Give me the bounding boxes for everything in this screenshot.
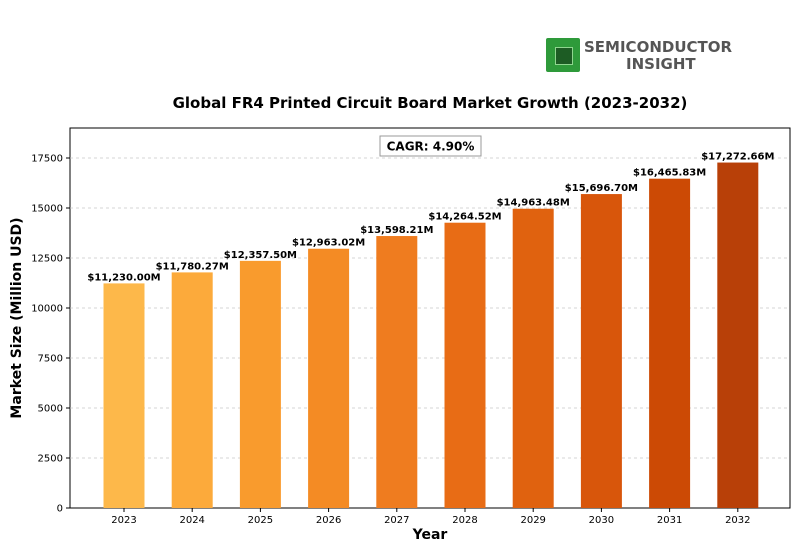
chip-icon (546, 38, 580, 72)
data-label-2025: $12,357.50M (224, 250, 297, 261)
bars (103, 162, 759, 509)
y-tick-label: 7500 (38, 354, 63, 365)
bar-2024 (171, 272, 213, 508)
y-tick-label: 2500 (38, 454, 63, 465)
bar-2032 (717, 162, 759, 508)
y-axis-ticks: 0 2500 5000 7500 10000 12500 15000 17500 (31, 154, 70, 515)
data-labels: $11,230.00M$11,780.27M$12,357.50M$12,963… (87, 152, 774, 284)
data-label-2029: $14,963.48M (497, 198, 570, 209)
y-axis-title: Market Size (Million USD) (9, 217, 25, 418)
data-label-2027: $13,598.21M (360, 225, 433, 236)
bar-2023 (103, 283, 145, 508)
data-label-2031: $16,465.83M (633, 168, 706, 179)
x-tick-label: 2031 (657, 515, 682, 526)
y-tick-label: 17500 (31, 154, 63, 165)
x-tick-label: 2024 (179, 515, 204, 526)
y-tick-label: 5000 (38, 404, 63, 415)
data-label-2028: $14,264.52M (428, 212, 501, 223)
x-tick-label: 2023 (111, 515, 136, 526)
y-tick-label: 12500 (31, 254, 63, 265)
data-label-2024: $11,780.27M (156, 261, 229, 272)
x-axis-title: Year (412, 527, 448, 543)
bar-2026 (308, 248, 350, 508)
logo-text-line1: SEMICONDUCTOR (584, 38, 733, 56)
x-tick-label: 2029 (520, 515, 545, 526)
x-tick-label: 2028 (452, 515, 477, 526)
y-tick-label: 15000 (31, 204, 63, 215)
chart-title: Global FR4 Printed Circuit Board Market … (172, 94, 688, 112)
data-label-2026: $12,963.02M (292, 238, 365, 249)
bar-2025 (239, 260, 281, 508)
logo-text-line2: INSIGHT (626, 55, 696, 73)
x-tick-label: 2027 (384, 515, 409, 526)
data-label-2032: $17,272.66M (701, 152, 774, 163)
bar-2030 (580, 194, 622, 509)
bar-2027 (376, 236, 418, 508)
y-tick-label: 10000 (31, 304, 63, 315)
data-label-2023: $11,230.00M (87, 272, 160, 283)
x-tick-label: 2025 (248, 515, 273, 526)
cagr-annotation: CAGR: 4.90% (379, 135, 482, 157)
plot-area-frame (69, 127, 791, 509)
bar-2031 (649, 178, 691, 508)
bar-2029 (512, 208, 554, 508)
x-tick-label: 2032 (725, 515, 750, 526)
bar-2028 (444, 222, 486, 508)
x-tick-label: 2030 (589, 515, 614, 526)
semiconductor-insight-logo: SEMICONDUCTOR INSIGHT (546, 38, 746, 74)
x-tick-label: 2026 (316, 515, 341, 526)
y-tick-label: 0 (57, 504, 63, 515)
cagr-box-frame (379, 135, 482, 157)
x-axis-ticks: 2023 2024 2025 2026 2027 2028 2029 2030 2031 2032 (111, 508, 751, 526)
cagr-label: CAGR: 4.90% (387, 140, 475, 154)
data-label-2030: $15,696.70M (565, 183, 638, 194)
